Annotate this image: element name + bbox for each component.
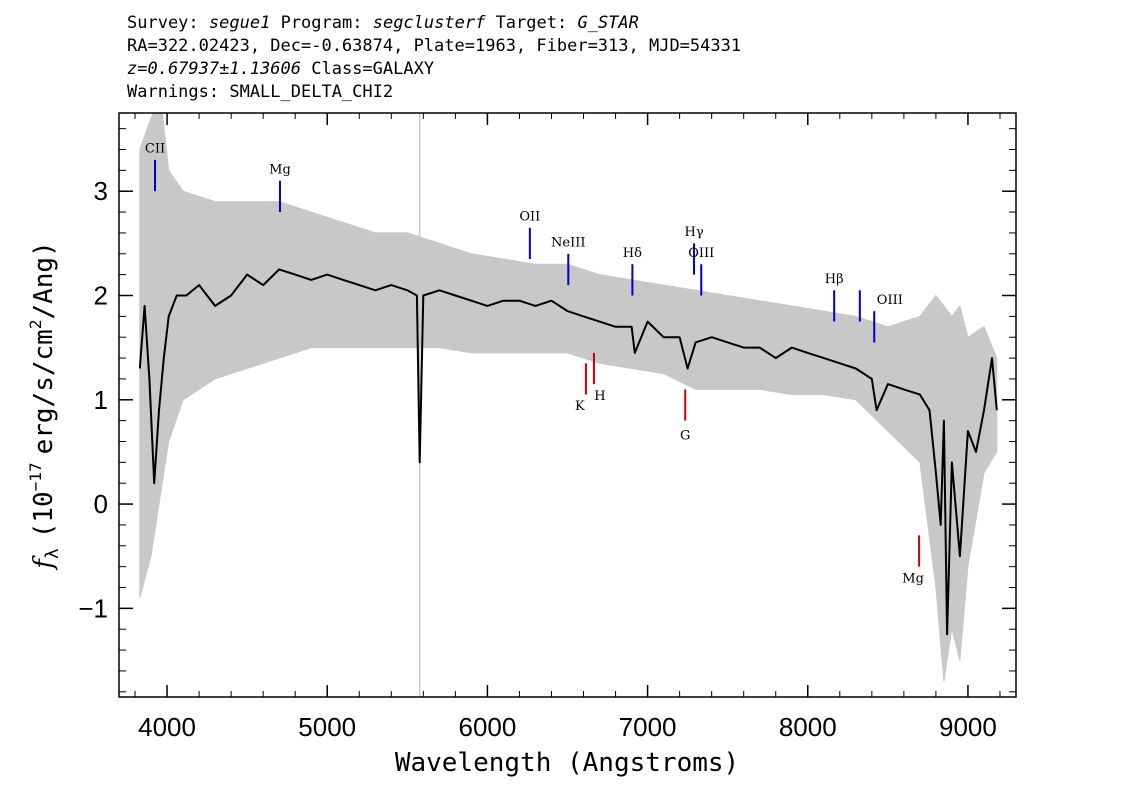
plot-header: Survey: segue1 Program: segclusterf Targ… xyxy=(127,12,741,104)
x-tick-label: 9000 xyxy=(939,712,997,742)
y-axis-title-units: erg/s/cm xyxy=(29,329,59,454)
header-line-redshift: z=0.67937±1.13606 Class=GALAXY xyxy=(127,58,741,81)
line-marker-label: NeIII xyxy=(551,235,585,250)
survey-label: Survey: xyxy=(127,13,199,33)
x-tick-label: 5000 xyxy=(298,712,356,742)
header-line-warnings: Warnings: SMALL_DELTA_CHI2 xyxy=(127,82,394,102)
program-label: Program: xyxy=(280,13,363,33)
class-value: Class=GALAXY xyxy=(311,59,435,79)
line-marker-label: OII xyxy=(519,209,540,224)
line-marker-label: CII xyxy=(145,142,165,157)
line-marker-label: OIII xyxy=(688,246,714,261)
y-tick-label: 2 xyxy=(94,281,108,311)
line-marker-label: H xyxy=(594,389,605,404)
target-value: G_STAR xyxy=(577,13,639,33)
flux-line xyxy=(138,268,998,636)
x-tick-label: 8000 xyxy=(779,712,837,742)
target-label: Target: xyxy=(495,13,568,33)
redshift-value: z=0.67937±1.13606 xyxy=(127,59,301,79)
y-tick-label: −1 xyxy=(78,593,108,623)
line-marker-label: Hδ xyxy=(623,246,642,261)
header-line-coordinates: RA=322.02423, Dec=-0.63874, Plate=1963, … xyxy=(127,36,742,56)
y-tick-label: 1 xyxy=(94,385,108,415)
y-axis-title-lambda: λ xyxy=(42,548,63,559)
y-axis-title-close: /Ang) xyxy=(29,241,59,319)
x-tick-label: 6000 xyxy=(458,712,516,742)
x-axis-title: Wavelength (Angstroms) xyxy=(395,748,739,778)
x-tick-label: 4000 xyxy=(138,712,196,742)
x-tick-label: 7000 xyxy=(619,712,677,742)
y-axis-title-exp: −17 xyxy=(26,462,45,491)
line-marker-label: OIII xyxy=(877,293,903,308)
y-tick-label: 3 xyxy=(94,176,108,206)
program-value: segclusterf xyxy=(372,13,486,33)
survey-value: segue1 xyxy=(208,13,271,33)
y-axis-title-sq: 2 xyxy=(26,320,45,330)
plot-frame xyxy=(118,112,1017,698)
line-marker-label: G xyxy=(680,428,690,443)
error-band xyxy=(139,113,998,682)
y-tick-label: 0 xyxy=(94,489,108,519)
header-line-survey: Survey: segue1 Program: segclusterf Targ… xyxy=(127,12,741,35)
y-axis-title: fλ(10−17erg/s/cm2/Ang) xyxy=(26,241,63,571)
line-marker-label: Hβ xyxy=(825,272,844,287)
line-marker-label: Mg xyxy=(902,571,924,586)
line-marker-label: Hγ xyxy=(684,225,703,240)
line-marker-label: K xyxy=(575,399,585,414)
y-axis-title-open: (10 xyxy=(29,491,59,538)
line-marker-label: Mg xyxy=(269,162,291,177)
